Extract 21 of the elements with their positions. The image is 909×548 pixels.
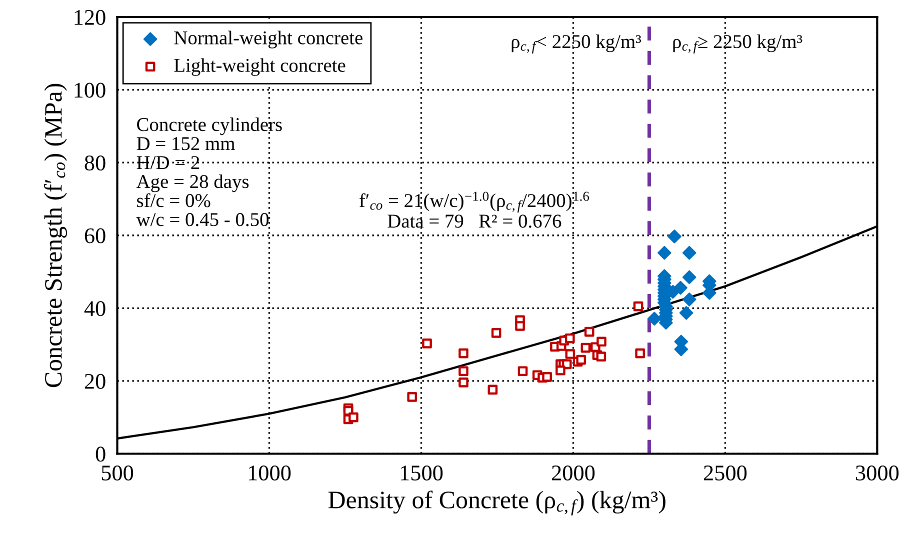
y-tick-label: 20 xyxy=(84,374,106,389)
x-tick-label: 3000 xyxy=(856,465,899,480)
y-tick-label: 100 xyxy=(74,82,106,98)
y-tick-label: 60 xyxy=(84,228,106,244)
x-tick-label: 1500 xyxy=(400,465,443,480)
y-tick-label: 80 xyxy=(84,156,106,170)
x-tick-label: 2500 xyxy=(704,465,747,480)
x-axis-title: Density of Concrete (ρ$_{c,f}$) (kg/m³) xyxy=(328,490,666,516)
text: f′$_{co}$ = 21(w/c)$^{−1.0}$(ρ$_{c,f}$/2400)$^{1.6}$ Data = 79 R² = 0.676 xyxy=(360,192,590,228)
x-tick-label: 1000 xyxy=(248,465,291,480)
legend-label: Light-weight concrete xyxy=(174,58,346,76)
legend-label: Normal-weight concrete xyxy=(174,30,362,48)
x-tick-label: 2000 xyxy=(552,465,595,480)
y-tick-label: 40 xyxy=(84,301,106,316)
annotation: ρ$_{c,f}$≥ 2250 kg/m³ xyxy=(673,34,802,54)
y-tick-label: 0 xyxy=(96,446,106,462)
annotation: Concrete cylinders D = 152 mm H/D = 2 Age = 28 days sf/c = 0% w/c = 0.45 - 0.50 xyxy=(136,117,282,226)
x-tick-label: 500 xyxy=(102,465,134,480)
annotation: ρ$_{c,f}$< 2250 kg/m³ xyxy=(512,34,642,54)
y-tick-label: 120 xyxy=(74,10,106,25)
y-axis-title: Concrete Strength (f′$_{co}$) (MPa) xyxy=(44,84,68,388)
